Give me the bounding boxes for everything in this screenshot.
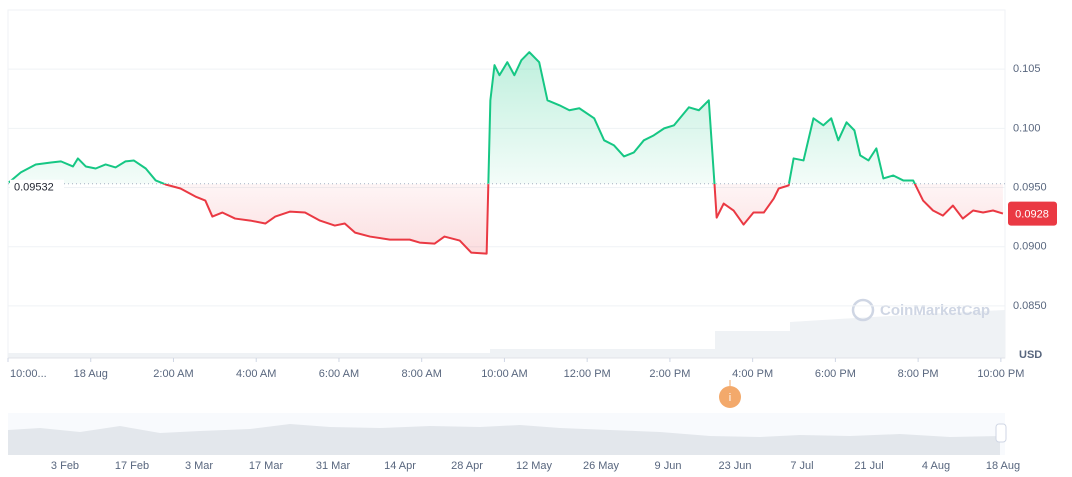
navigator-label: 14 Apr [384,460,416,472]
x-tick-label: 18 Aug [74,368,108,380]
x-tick-label: 6:00 PM [815,368,856,380]
navigator-label: 9 Jun [655,460,682,472]
y-tick-label: 0.0950 [1013,181,1047,193]
y-tick-label: 0.0900 [1013,241,1047,253]
navigator-area [8,424,1000,455]
navigator-label: 28 Apr [451,460,483,472]
last-price-box [1008,201,1057,226]
navigator-label: 17 Mar [249,460,284,472]
x-tick-label: 8:00 AM [402,368,442,380]
y-tick-label: 0.100 [1013,122,1041,134]
navigator-label: 4 Aug [922,460,950,472]
x-tick-label: 2:00 PM [649,368,690,380]
navigator-label: 3 Mar [185,460,213,472]
price-line [8,51,1004,255]
navigator-label: 31 Mar [316,460,351,472]
volume-area [8,310,1005,358]
x-tick-label: 10:00... [10,368,47,380]
y-tick-label: 0.105 [1013,63,1041,75]
navigator-label: 12 May [516,460,553,472]
x-tick-label: 4:00 AM [236,368,276,380]
price-area [8,52,1003,254]
x-tick-label: 8:00 PM [898,368,939,380]
y-tick-label: 0.0850 [1013,300,1047,312]
navigator-handle[interactable] [995,423,1007,443]
navigator-label: 3 Feb [51,460,79,472]
watermark-logo [851,298,875,322]
navigator-label: 26 May [583,460,620,472]
x-tick-label: 6:00 AM [319,368,359,380]
event-marker[interactable] [719,386,741,408]
navigator-label: 23 Jun [718,460,751,472]
y-axis-label: USD [1019,349,1042,361]
x-tick-label: 4:00 PM [732,368,773,380]
x-tick-label: 12:00 PM [564,368,611,380]
x-tick-label: 10:00 PM [977,368,1024,380]
x-tick-label: 10:00 AM [481,368,527,380]
watermark-text: CoinMarketCap [880,302,990,319]
event-marker-label: i [729,392,731,404]
x-tick-label: 2:00 AM [153,368,193,380]
navigator-label: 21 Jul [854,460,883,472]
navigator-label: 7 Jul [790,460,813,472]
navigator-label: 18 Aug [986,460,1020,472]
navigator-label: 17 Feb [115,460,149,472]
baseline-label: 0.09532 [14,182,54,194]
baseline-label-bg [10,179,64,195]
last-price-label: 0.0928 [1015,208,1049,220]
